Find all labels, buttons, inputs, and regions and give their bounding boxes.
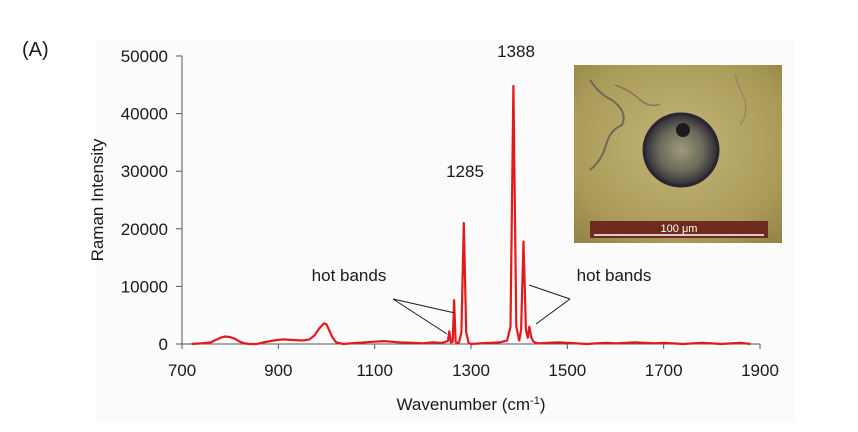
y-axis-label: Raman Intensity bbox=[88, 138, 107, 261]
y-tick-label: 10000 bbox=[121, 277, 168, 296]
inset-feature-right bbox=[734, 74, 747, 126]
peak-label-1285: 1285 bbox=[446, 162, 484, 181]
hot-bands-pointers bbox=[392, 284, 571, 335]
x-tick-label: 1100 bbox=[356, 361, 393, 380]
pointer-left-1 bbox=[392, 298, 448, 335]
pointer-left-2 bbox=[392, 298, 456, 314]
y-tick-label: 0 bbox=[159, 335, 168, 354]
scale-bar-label: 100 μm bbox=[661, 223, 698, 235]
x-tick-label: 1700 bbox=[645, 361, 683, 380]
pointer-right-2 bbox=[535, 298, 571, 325]
raman-spectrum-line bbox=[191, 84, 751, 346]
peak-label-1388: 1388 bbox=[497, 42, 535, 61]
y-tick-label: 40000 bbox=[121, 105, 168, 124]
x-axis-label-sup: -1 bbox=[530, 395, 540, 407]
x-axis-label: Wavenumber (cm-1) bbox=[397, 395, 546, 414]
inclusion-rim bbox=[642, 112, 720, 188]
y-tick-labels: 0 10000 20000 30000 40000 50000 bbox=[121, 47, 182, 354]
inclusion bbox=[644, 114, 718, 186]
pointer-right-1 bbox=[528, 284, 571, 300]
x-axis-label-main: Wavenumber (cm bbox=[397, 395, 531, 414]
x-tick-label: 700 bbox=[168, 361, 196, 380]
x-axis-label-end: ) bbox=[540, 395, 546, 414]
hot-bands-label-left: hot bands bbox=[312, 266, 387, 285]
hot-bands-label-right: hot bands bbox=[577, 266, 652, 285]
x-tick-label: 1300 bbox=[452, 361, 490, 380]
panel-label: (A) bbox=[22, 39, 49, 61]
scale-bar bbox=[590, 221, 768, 238]
inset-micrograph: 100 μm bbox=[574, 65, 782, 243]
inclusion-bubble bbox=[676, 123, 690, 137]
y-tick-label: 20000 bbox=[121, 220, 168, 239]
x-tick-label: 900 bbox=[264, 361, 292, 380]
inset-feature-top bbox=[614, 84, 661, 107]
x-tick-label: 1500 bbox=[548, 361, 586, 380]
y-tick-label: 50000 bbox=[121, 47, 168, 66]
x-tick-label: 1900 bbox=[741, 361, 779, 380]
y-tick-label: 30000 bbox=[121, 162, 168, 181]
x-tick-labels: 700 900 1100 1300 1500 1700 1900 bbox=[168, 344, 779, 380]
inset-feature-left bbox=[589, 79, 625, 171]
